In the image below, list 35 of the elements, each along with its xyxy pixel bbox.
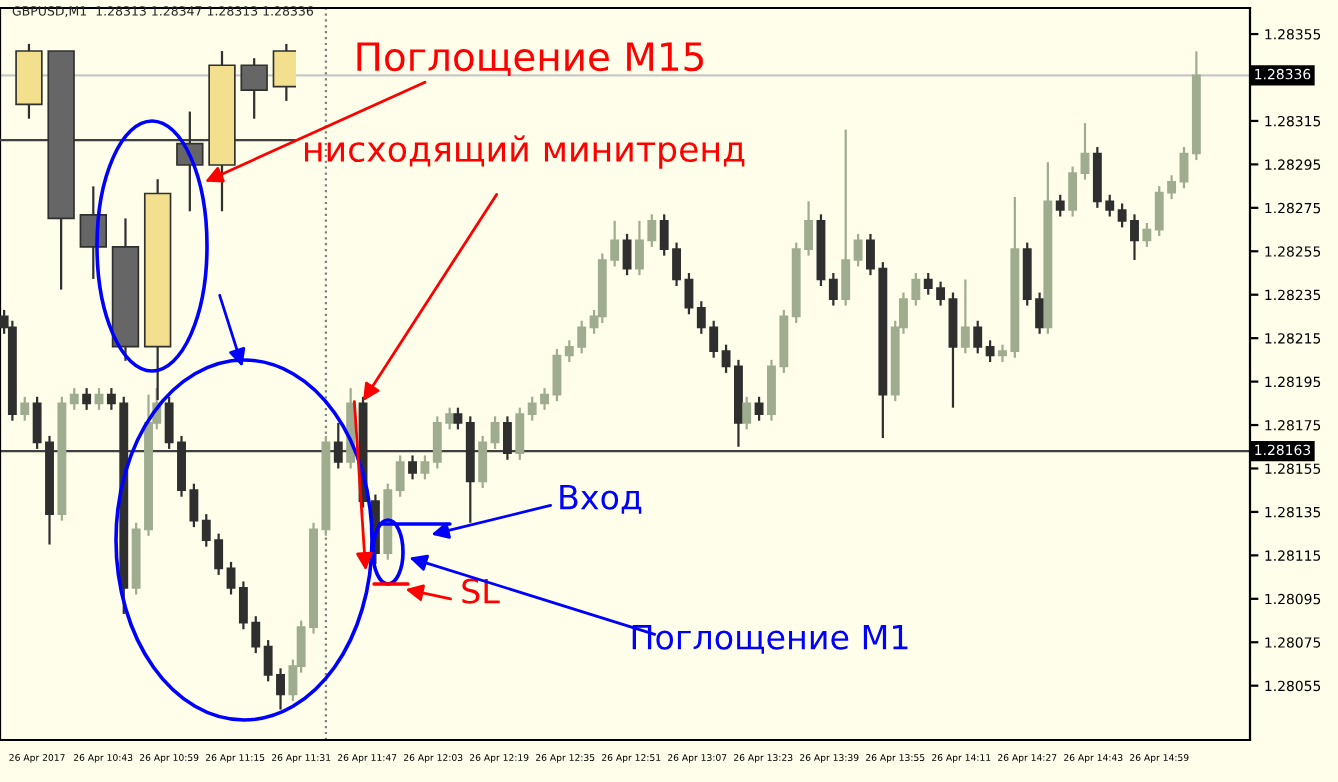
candlestick	[240, 57, 268, 120]
candlestick	[853, 232, 863, 268]
annotation: SL	[462, 578, 500, 604]
candlestick	[985, 339, 995, 364]
candlestick	[82, 387, 92, 411]
candlestick	[94, 387, 104, 411]
candlestick	[1055, 193, 1065, 218]
candlestick	[1142, 221, 1152, 249]
candlestick	[515, 406, 525, 461]
candlestick	[1080, 122, 1090, 181]
candlestick	[948, 291, 958, 409]
candlestick	[742, 395, 752, 431]
candlestick	[333, 421, 343, 470]
candlestick	[395, 454, 405, 498]
candlestick	[973, 319, 983, 355]
candlestick	[1068, 165, 1078, 218]
annotation: Вход	[560, 484, 642, 514]
candlestick	[226, 560, 236, 596]
candlestick	[20, 395, 30, 422]
candlestick	[828, 271, 838, 307]
candlestick	[453, 406, 463, 431]
candlestick	[502, 415, 512, 461]
annotation: Поглощение M1	[632, 624, 908, 654]
annotation: Поглощение M15	[357, 42, 703, 77]
candlestick	[478, 434, 488, 490]
candlestick	[69, 387, 79, 411]
annotation: нисходящий минитренд	[305, 135, 745, 169]
candlestick	[960, 278, 970, 355]
candlestick	[622, 232, 632, 277]
candlestick	[1179, 145, 1189, 190]
candlestick	[420, 454, 430, 481]
candlestick	[754, 395, 764, 422]
candlestick	[841, 128, 851, 307]
candlestick	[408, 454, 417, 481]
candlestick	[490, 415, 500, 451]
